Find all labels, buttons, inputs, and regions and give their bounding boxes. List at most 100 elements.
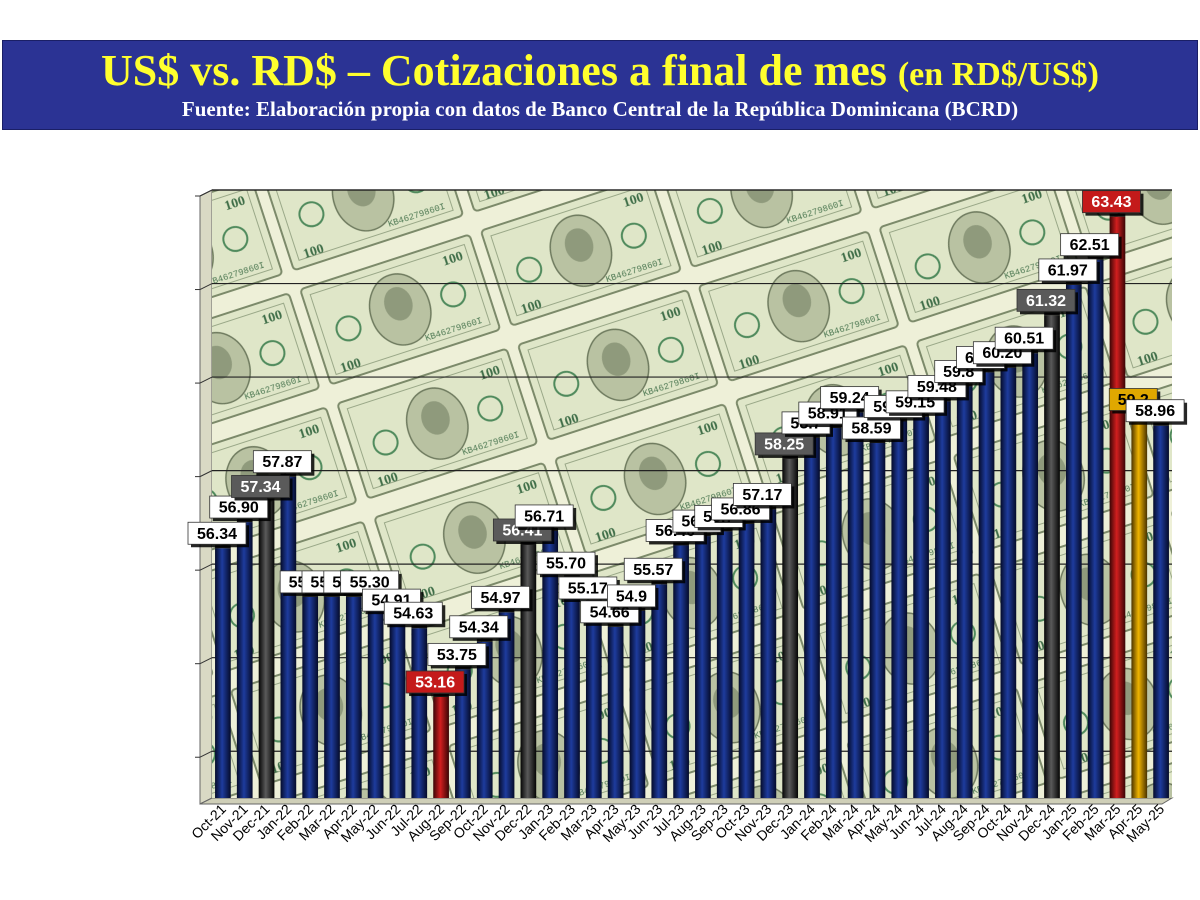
data-label-Nov-22: 54.97 — [471, 585, 533, 612]
chart-subtitle: Fuente: Elaboración propia con datos de … — [181, 97, 1019, 121]
bar-Jun-23 — [651, 584, 668, 798]
data-label-Apr-24: 58.59 — [842, 416, 904, 443]
data-label-box — [623, 557, 683, 581]
data-label-Mar-23: 55.17 — [558, 576, 620, 602]
gridline-side — [199, 750, 213, 758]
data-label-text: 53.16 — [415, 674, 455, 691]
bar-Jan-23 — [542, 530, 559, 798]
data-label-Oct-21: 56.34 — [187, 521, 249, 548]
data-label-Nov-24: 60.51 — [994, 326, 1057, 353]
bar-Nov-23 — [760, 509, 777, 798]
data-label-text: 55.17 — [568, 580, 608, 597]
data-label-Oct-22: 54.34 — [449, 615, 511, 641]
data-label-text: 59.24 — [830, 390, 870, 407]
bar-Mar-25 — [1109, 216, 1126, 799]
data-label-box — [514, 504, 574, 528]
bar-Apr-25 — [1131, 414, 1148, 798]
data-label-Dec-24: 61.32 — [1016, 288, 1078, 315]
bar-Jan-22 — [280, 476, 297, 798]
plot-area: Oct-21Nov-21Dec-21Jan-22Feb-22Mar-22Apr-… — [187, 189, 1188, 845]
data-label-text: 55.70 — [546, 556, 586, 573]
data-label-text: 63.43 — [1091, 194, 1131, 211]
data-label-Feb-23: 55.70 — [536, 551, 598, 578]
data-label-text: 57.17 — [742, 487, 782, 504]
data-label-Mar-25: 63.43 — [1082, 190, 1144, 216]
gridline-side — [199, 283, 213, 290]
bar-Apr-22 — [345, 596, 362, 798]
data-label-Nov-21: 56.90 — [209, 495, 271, 522]
bar-Feb-23 — [564, 578, 580, 798]
bar-Sep-24 — [978, 372, 995, 798]
bar-Jul-23 — [673, 545, 689, 798]
bar-Oct-21 — [215, 548, 231, 798]
data-label-box — [732, 483, 792, 506]
data-label-box — [187, 521, 247, 545]
bar-Mar-24 — [847, 412, 864, 798]
bar-Aug-23 — [695, 536, 711, 798]
chart-title: US$ vs. RD$ – Cotizaciones a final de me… — [3, 47, 1197, 99]
bar-Dec-24 — [1044, 315, 1060, 798]
data-label-text: 55.57 — [633, 562, 673, 579]
data-label-text: 54.34 — [459, 619, 499, 636]
bar-May-22 — [367, 596, 384, 798]
data-label-text: 58.96 — [1135, 403, 1175, 420]
gridline-side — [199, 563, 213, 571]
data-label-Sep-22: 53.75 — [427, 642, 489, 669]
bar-Jun-24 — [913, 416, 929, 798]
data-label-box — [449, 615, 509, 639]
bar-Dec-22 — [520, 544, 537, 798]
bar-Mar-22 — [324, 596, 340, 798]
data-label-Dec-23: 58.25 — [754, 432, 817, 458]
gridline-side — [199, 657, 213, 665]
data-label-Jan-25: 61.97 — [1038, 258, 1100, 284]
bar-Feb-24 — [825, 428, 842, 798]
gridline-side — [199, 189, 213, 197]
title-main: US$ vs. RD$ – Cotizaciones a final de me… — [100, 46, 887, 95]
data-label-text: 61.97 — [1048, 262, 1088, 279]
data-label-text: 56.34 — [197, 526, 237, 543]
data-label-Nov-23: 57.17 — [732, 483, 795, 509]
bar-May-23 — [629, 610, 646, 798]
data-label-box — [536, 551, 596, 575]
data-label-text: 55.30 — [350, 574, 390, 591]
data-label-Jun-23: 55.57 — [623, 557, 686, 584]
data-label-May-23: 54.9 — [607, 584, 659, 610]
data-label-box — [252, 450, 312, 474]
data-label-Aug-22: 53.16 — [405, 670, 468, 696]
data-label-box — [405, 670, 465, 694]
bar-Aug-22 — [433, 696, 449, 798]
bar-Jul-24 — [935, 401, 951, 798]
data-label-text: 60.51 — [1004, 331, 1044, 348]
bar-Aug-24 — [956, 386, 973, 798]
data-label-Jan-22: 57.87 — [252, 450, 315, 476]
data-label-box — [1038, 258, 1098, 282]
bar-May-25 — [1153, 425, 1169, 798]
data-label-text: 54.9 — [616, 588, 647, 605]
bar-Oct-24 — [1000, 367, 1017, 798]
bar-Sep-23 — [716, 531, 733, 798]
gridline-side — [199, 470, 213, 478]
data-label-box — [427, 642, 487, 666]
data-label-box — [1082, 190, 1141, 214]
data-label-text: 54.97 — [481, 590, 521, 607]
data-label-Feb-25: 62.51 — [1060, 233, 1122, 259]
data-label-text: 61.32 — [1026, 293, 1066, 310]
data-label-box — [1016, 288, 1076, 312]
data-label-Dec-21: 57.34 — [231, 475, 293, 501]
bar-Jul-22 — [411, 628, 428, 798]
data-label-text: 53.75 — [437, 647, 477, 664]
data-label-text: 57.87 — [262, 454, 302, 471]
data-label-text: 56.71 — [524, 508, 564, 525]
bar-Nov-24 — [1022, 353, 1039, 798]
data-label-box — [471, 585, 530, 609]
bar-Dec-23 — [782, 458, 799, 798]
bar-Feb-22 — [302, 596, 319, 798]
data-label-text: 58.59 — [851, 421, 891, 438]
data-label-text: 54.63 — [393, 606, 433, 623]
bar-Apr-23 — [607, 626, 624, 798]
bar-Oct-23 — [738, 523, 755, 798]
data-label-text: 57.34 — [241, 479, 281, 496]
bar-Jun-22 — [389, 615, 406, 798]
bar-Nov-21 — [236, 522, 253, 798]
